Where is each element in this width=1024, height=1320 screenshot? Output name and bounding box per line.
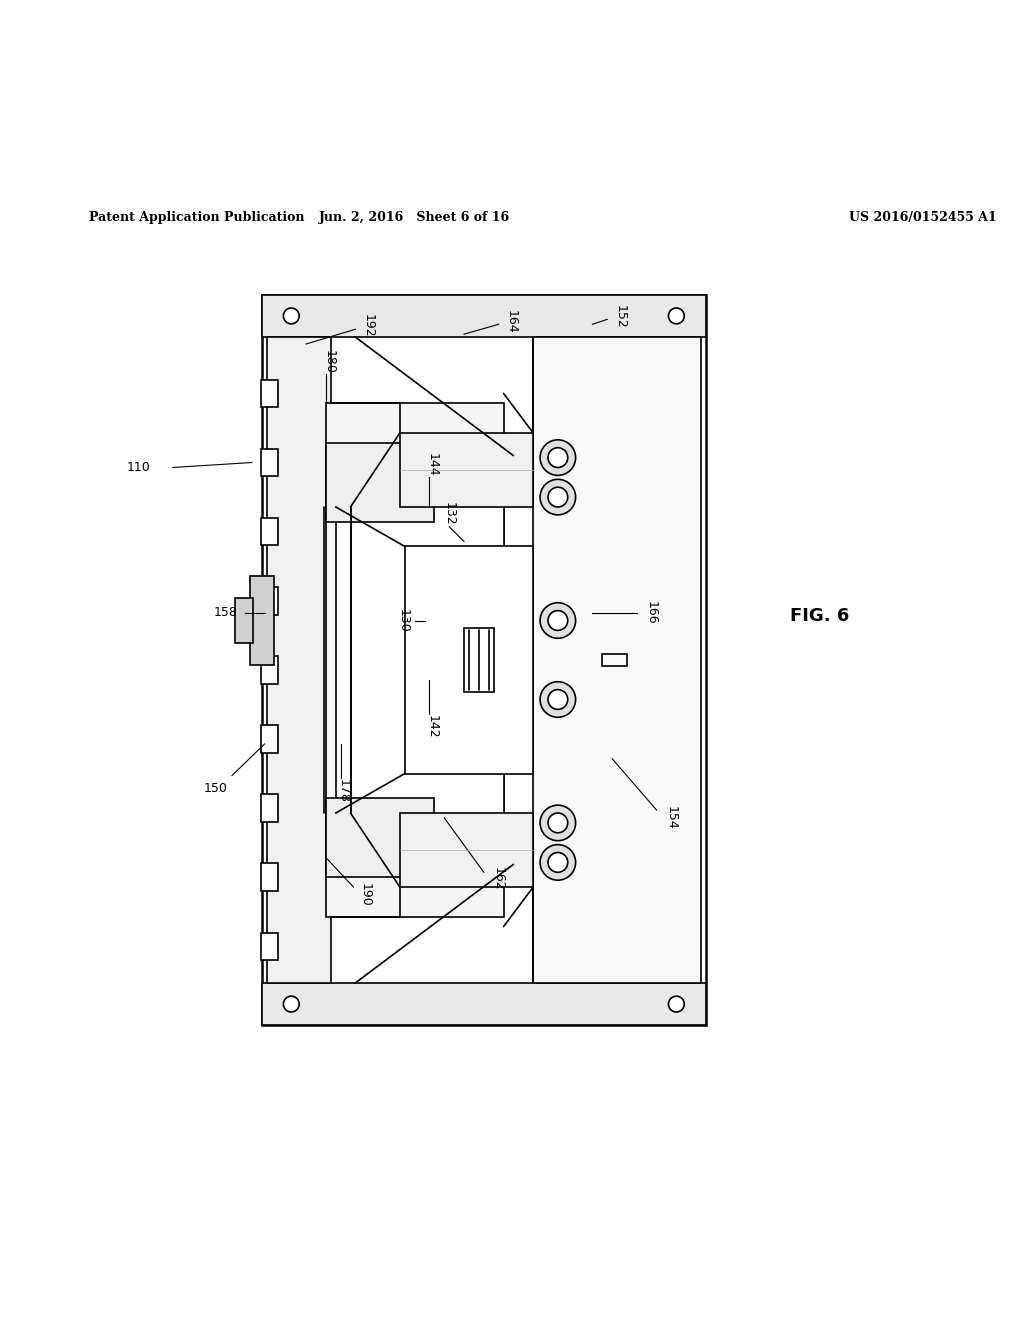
Circle shape bbox=[284, 997, 299, 1012]
Bar bbox=[326, 442, 434, 521]
Text: 162: 162 bbox=[493, 867, 505, 891]
Text: US 2016/0152455 A1: US 2016/0152455 A1 bbox=[849, 211, 997, 224]
Bar bbox=[261, 517, 279, 545]
Bar bbox=[261, 656, 279, 684]
Circle shape bbox=[540, 603, 575, 639]
Circle shape bbox=[548, 853, 567, 873]
Text: FIG. 6: FIG. 6 bbox=[790, 607, 849, 624]
Bar bbox=[261, 932, 279, 960]
Bar bbox=[464, 628, 494, 692]
Bar bbox=[261, 863, 279, 891]
Text: 142: 142 bbox=[426, 715, 439, 739]
Bar bbox=[261, 725, 279, 752]
Text: 192: 192 bbox=[361, 314, 375, 338]
Bar bbox=[261, 795, 279, 822]
Bar bbox=[266, 337, 331, 983]
Bar bbox=[336, 447, 504, 873]
Circle shape bbox=[284, 308, 299, 323]
Bar bbox=[234, 598, 253, 643]
Text: 130: 130 bbox=[396, 609, 410, 632]
Circle shape bbox=[548, 813, 567, 833]
Bar bbox=[534, 337, 701, 983]
Circle shape bbox=[540, 681, 575, 717]
Bar bbox=[400, 813, 534, 887]
Bar bbox=[262, 294, 706, 337]
Text: 166: 166 bbox=[645, 601, 658, 624]
Text: 190: 190 bbox=[358, 883, 372, 907]
Text: 152: 152 bbox=[613, 305, 627, 329]
Bar bbox=[326, 404, 504, 916]
Circle shape bbox=[540, 479, 575, 515]
Text: 110: 110 bbox=[126, 461, 151, 474]
Circle shape bbox=[548, 447, 567, 467]
Bar bbox=[261, 449, 279, 477]
Text: 178: 178 bbox=[337, 779, 350, 804]
Circle shape bbox=[548, 689, 567, 709]
Text: 132: 132 bbox=[442, 502, 456, 525]
Text: Jun. 2, 2016   Sheet 6 of 16: Jun. 2, 2016 Sheet 6 of 16 bbox=[319, 211, 510, 224]
Bar bbox=[261, 380, 279, 408]
Circle shape bbox=[669, 308, 684, 323]
Circle shape bbox=[548, 611, 567, 631]
Text: 180: 180 bbox=[323, 350, 335, 374]
Text: 154: 154 bbox=[665, 807, 678, 830]
Text: 150: 150 bbox=[204, 781, 227, 795]
Circle shape bbox=[548, 487, 567, 507]
Circle shape bbox=[540, 440, 575, 475]
Text: 164: 164 bbox=[505, 309, 518, 333]
Circle shape bbox=[540, 805, 575, 841]
Circle shape bbox=[540, 845, 575, 880]
Text: 144: 144 bbox=[426, 453, 439, 477]
Circle shape bbox=[669, 997, 684, 1012]
Bar bbox=[262, 294, 706, 1026]
Bar bbox=[400, 433, 534, 507]
Bar bbox=[326, 799, 434, 878]
Bar bbox=[602, 655, 627, 665]
Bar bbox=[261, 587, 279, 615]
Bar bbox=[404, 546, 534, 774]
Bar bbox=[262, 983, 706, 1026]
Text: 158: 158 bbox=[213, 606, 237, 619]
Text: Patent Application Publication: Patent Application Publication bbox=[89, 211, 304, 224]
Bar bbox=[250, 576, 274, 665]
